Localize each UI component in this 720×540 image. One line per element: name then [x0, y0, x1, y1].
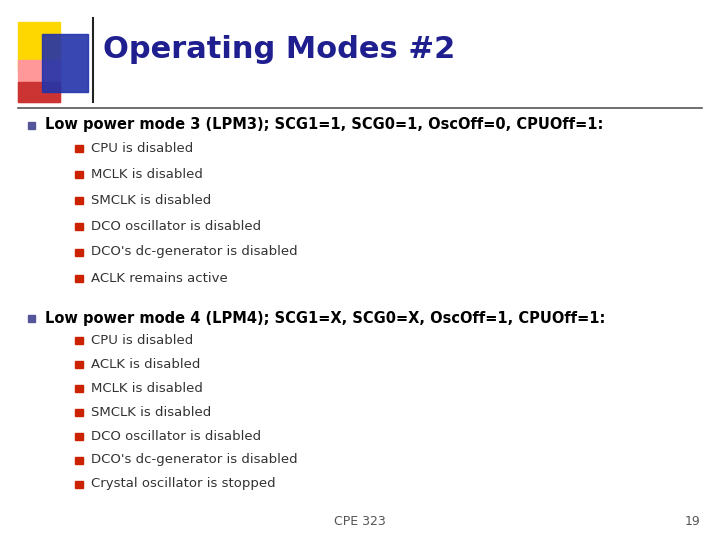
- Bar: [75, 481, 83, 488]
- Bar: [75, 361, 83, 368]
- Text: Crystal oscillator is stopped: Crystal oscillator is stopped: [91, 477, 276, 490]
- Bar: [75, 274, 83, 281]
- Bar: [75, 197, 83, 204]
- Text: ACLK remains active: ACLK remains active: [91, 272, 228, 285]
- Text: DCO's dc-generator is disabled: DCO's dc-generator is disabled: [91, 454, 297, 467]
- Bar: [75, 248, 83, 255]
- Text: 19: 19: [684, 515, 700, 528]
- Bar: [42, 34, 88, 92]
- Text: ACLK is disabled: ACLK is disabled: [91, 357, 200, 370]
- Text: DCO oscillator is disabled: DCO oscillator is disabled: [91, 429, 261, 442]
- Bar: [18, 60, 60, 102]
- Text: MCLK is disabled: MCLK is disabled: [91, 167, 203, 180]
- Text: MCLK is disabled: MCLK is disabled: [91, 381, 203, 395]
- Bar: [75, 384, 83, 391]
- Bar: [75, 222, 83, 230]
- Bar: [75, 433, 83, 440]
- Bar: [75, 408, 83, 415]
- Text: DCO's dc-generator is disabled: DCO's dc-generator is disabled: [91, 246, 297, 259]
- Bar: [75, 171, 83, 178]
- Text: CPU is disabled: CPU is disabled: [91, 334, 193, 347]
- Text: Low power mode 4 (LPM4); SCG1=X, SCG0=X, OscOff=1, CPUOff=1:: Low power mode 4 (LPM4); SCG1=X, SCG0=X,…: [45, 310, 606, 326]
- Bar: [28, 314, 35, 321]
- Text: DCO oscillator is disabled: DCO oscillator is disabled: [91, 219, 261, 233]
- Text: Low power mode 3 (LPM3); SCG1=1, SCG0=1, OscOff=0, CPUOff=1:: Low power mode 3 (LPM3); SCG1=1, SCG0=1,…: [45, 118, 603, 132]
- Bar: [75, 336, 83, 343]
- Bar: [75, 145, 83, 152]
- Text: CPU is disabled: CPU is disabled: [91, 141, 193, 154]
- Bar: [18, 22, 60, 70]
- Bar: [28, 122, 35, 129]
- Bar: [18, 82, 60, 102]
- Bar: [75, 456, 83, 463]
- Text: SMCLK is disabled: SMCLK is disabled: [91, 406, 211, 419]
- Text: Operating Modes #2: Operating Modes #2: [103, 36, 455, 64]
- Text: SMCLK is disabled: SMCLK is disabled: [91, 193, 211, 206]
- Text: CPE 323: CPE 323: [334, 515, 386, 528]
